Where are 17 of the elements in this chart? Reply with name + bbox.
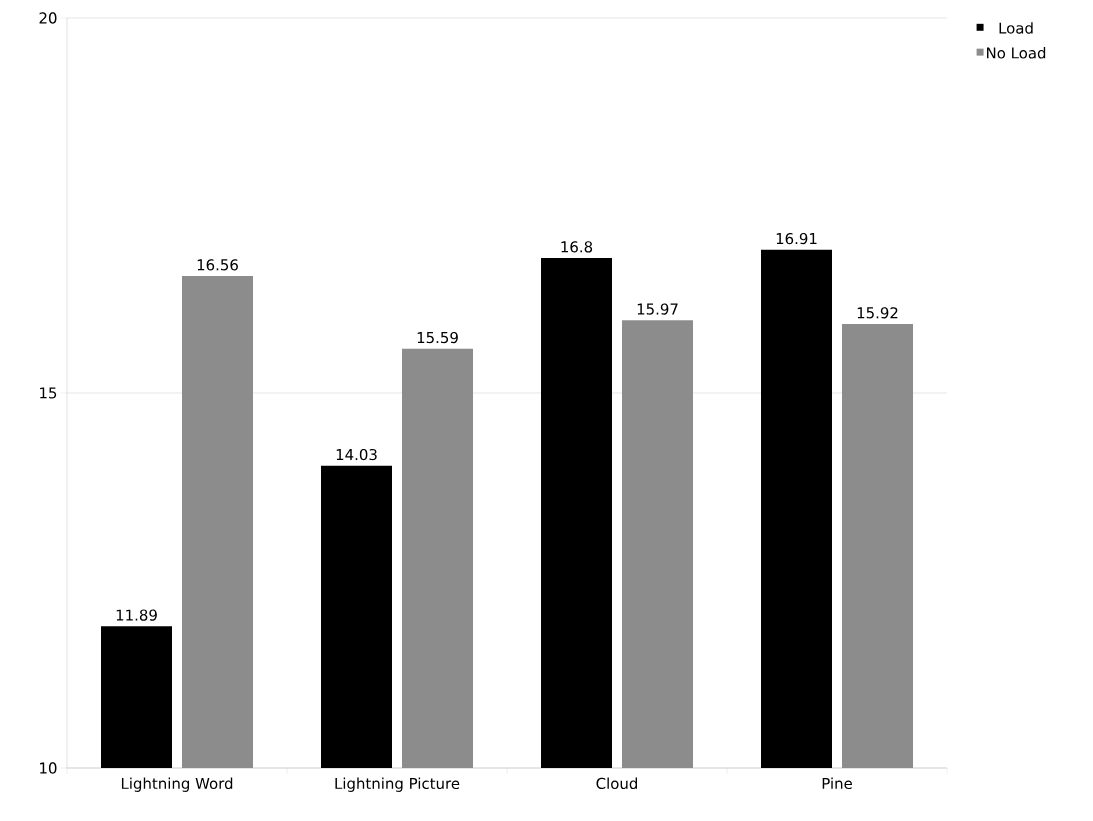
data-label: 16.8 <box>561 241 593 253</box>
y-tick-label: 15 <box>40 387 57 399</box>
x-tick-label: Pine <box>822 777 852 790</box>
data-label: 11.89 <box>116 609 157 621</box>
y-tick-label: 20 <box>39 12 57 24</box>
legend-label: No Load <box>987 47 1046 59</box>
data-label: 14.03 <box>336 448 377 461</box>
x-tick-label: Cloud <box>596 777 637 790</box>
data-label: 16.56 <box>197 259 238 271</box>
x-tick-label: Lightning Word <box>121 777 233 792</box>
data-label: 15.97 <box>637 303 678 315</box>
y-tick-label: 10 <box>40 762 57 774</box>
x-tick-label: Lightning Picture <box>335 777 460 792</box>
data-label: 15.59 <box>417 331 458 344</box>
data-label: 16.91 <box>776 232 817 245</box>
data-label: 15.92 <box>857 307 898 319</box>
legend-label: Load <box>999 22 1033 34</box>
